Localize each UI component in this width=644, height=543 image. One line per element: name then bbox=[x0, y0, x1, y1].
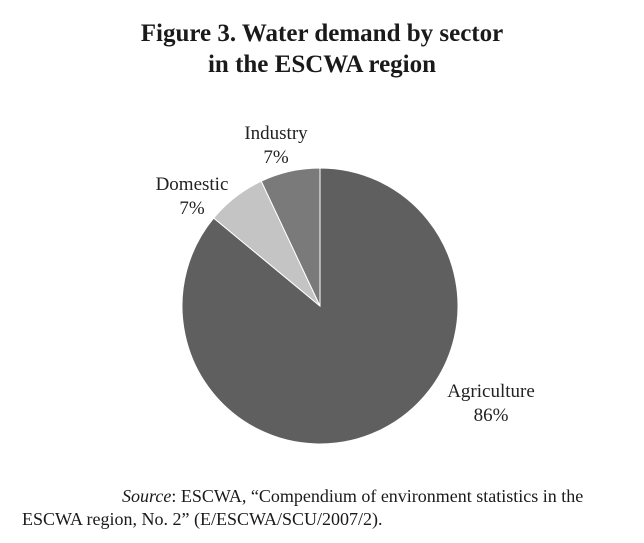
slice-value-agriculture: 86% bbox=[474, 405, 509, 426]
slice-value-domestic: 7% bbox=[179, 198, 205, 219]
slice-label-industry: Industry bbox=[244, 123, 308, 144]
figure-title-line-1: Figure 3. Water demand by sector bbox=[140, 20, 504, 47]
slice-label-domestic: Domestic bbox=[156, 174, 229, 195]
pie-slice-industry bbox=[260, 167, 321, 307]
slice-label-agriculture: Agriculture bbox=[447, 381, 535, 402]
source-note: Source: ESCWA, “Compendium of environmen… bbox=[22, 485, 632, 531]
slice-value-industry: 7% bbox=[263, 147, 289, 168]
source-prefix: Source bbox=[122, 486, 172, 506]
figure-title: Figure 3. Water demand by sector in the … bbox=[0, 18, 644, 80]
source-text: : ESCWA, “Compendium of environment stat… bbox=[22, 486, 584, 529]
pie-chart: Agriculture 86% Domestic 7% Industry 7% bbox=[156, 123, 535, 445]
figure-title-line-2: in the ESCWA region bbox=[207, 51, 437, 78]
